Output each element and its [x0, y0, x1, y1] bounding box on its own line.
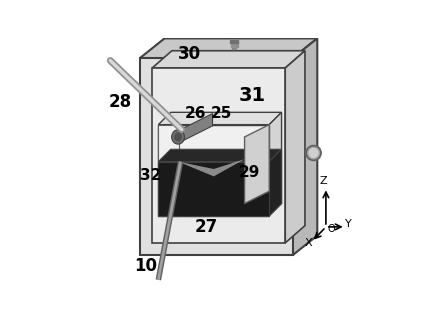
- Polygon shape: [158, 162, 269, 216]
- Ellipse shape: [174, 132, 182, 142]
- Circle shape: [309, 148, 318, 157]
- Polygon shape: [140, 58, 293, 255]
- Text: 28: 28: [108, 93, 132, 111]
- Text: Y: Y: [345, 219, 352, 229]
- Text: 29: 29: [239, 165, 260, 180]
- Polygon shape: [178, 159, 244, 176]
- Polygon shape: [152, 51, 305, 68]
- Bar: [231, 42, 238, 47]
- Polygon shape: [140, 38, 317, 58]
- Polygon shape: [244, 124, 269, 204]
- Ellipse shape: [172, 130, 185, 144]
- Text: 30: 30: [178, 45, 201, 63]
- Bar: [232, 44, 236, 49]
- Text: O: O: [327, 224, 335, 234]
- Polygon shape: [269, 149, 281, 216]
- Polygon shape: [158, 112, 281, 124]
- Polygon shape: [269, 112, 281, 216]
- Polygon shape: [158, 149, 281, 162]
- Text: 26: 26: [185, 106, 206, 121]
- Polygon shape: [285, 51, 305, 243]
- Text: 25: 25: [211, 106, 232, 121]
- Polygon shape: [158, 124, 269, 216]
- Bar: [230, 40, 238, 43]
- Polygon shape: [178, 114, 213, 143]
- Text: 31: 31: [239, 85, 265, 105]
- Text: 32: 32: [140, 168, 161, 183]
- Text: X: X: [304, 238, 312, 248]
- Polygon shape: [158, 124, 179, 216]
- Polygon shape: [152, 68, 285, 243]
- Circle shape: [306, 146, 321, 160]
- Polygon shape: [293, 38, 317, 255]
- Text: 10: 10: [135, 257, 157, 275]
- Text: 27: 27: [195, 218, 218, 236]
- Text: Z: Z: [320, 176, 327, 186]
